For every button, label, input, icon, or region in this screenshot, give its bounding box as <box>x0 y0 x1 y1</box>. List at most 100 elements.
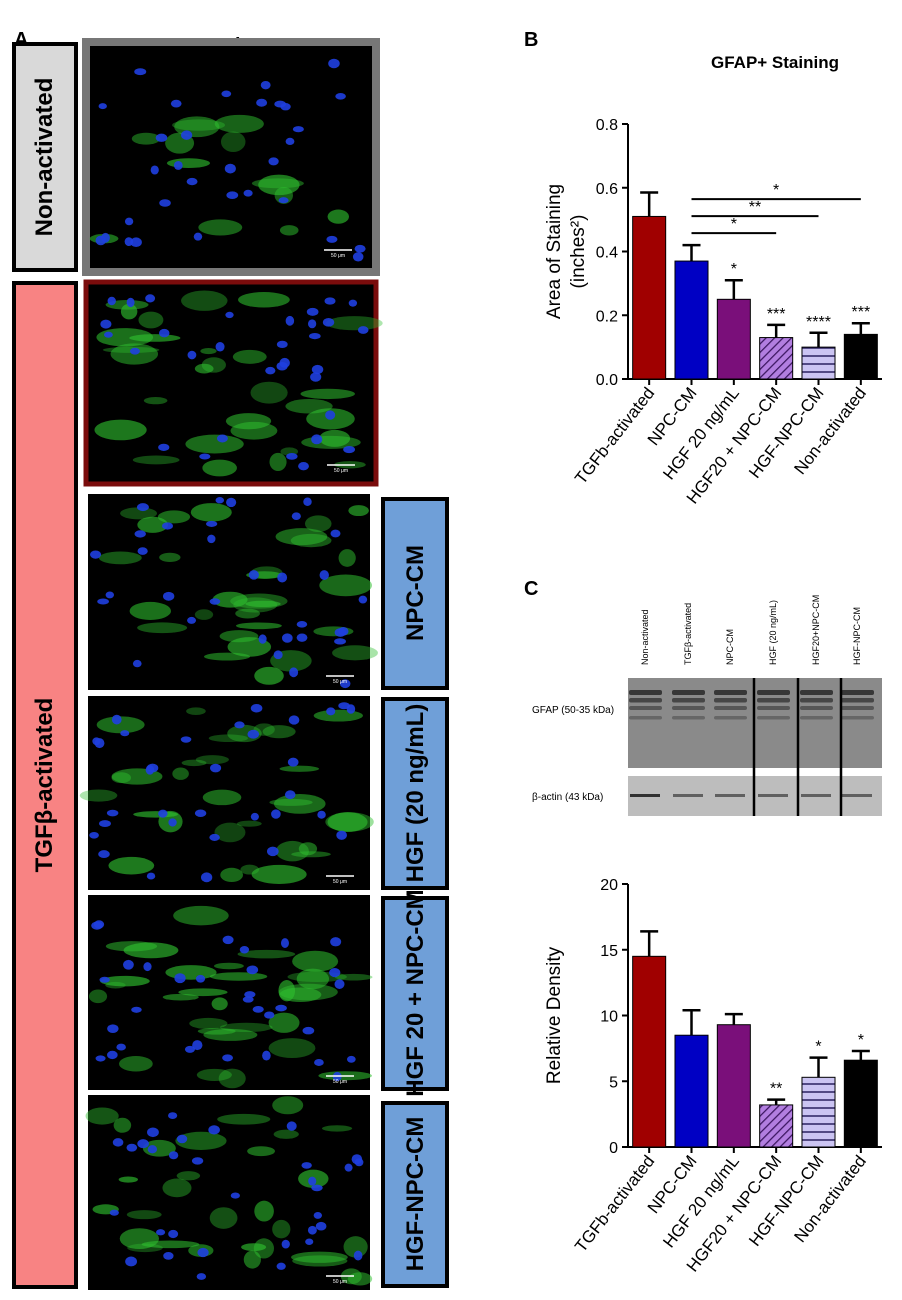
cell-body <box>176 1171 201 1181</box>
micrographs: 50 μm 50 μm 50 μm 50 μm 50 μm 50 μm <box>79 38 383 1290</box>
error-bar <box>809 1056 828 1078</box>
cell-body <box>132 455 180 465</box>
error-bar <box>682 243 701 262</box>
cell-body <box>334 973 373 981</box>
band <box>672 716 705 720</box>
band <box>714 706 747 710</box>
cell-body <box>245 600 281 608</box>
nucleus <box>262 1050 271 1061</box>
comparison-label: * <box>731 216 737 233</box>
error-bar <box>682 1008 701 1036</box>
cell-body <box>291 851 331 858</box>
nucleus <box>317 810 326 819</box>
cell-body <box>230 421 278 440</box>
nucleus <box>226 191 239 199</box>
cell-body <box>131 132 161 145</box>
nucleus <box>334 979 345 989</box>
nucleus <box>289 667 299 678</box>
cell-body <box>129 601 172 620</box>
cell-body <box>327 812 368 832</box>
nucleus <box>158 809 168 818</box>
cell-body <box>275 840 309 862</box>
nucleus <box>187 616 197 624</box>
lane-label: HGF (20 ng/mL) <box>768 600 778 665</box>
nucleus <box>147 1145 158 1154</box>
nucleus <box>292 126 304 133</box>
cell-body <box>278 983 338 1001</box>
nucleus <box>302 1026 315 1035</box>
lane-label: NPC-CM <box>725 629 735 665</box>
nucleus <box>315 1221 327 1231</box>
nucleus <box>284 790 296 800</box>
nucleus <box>314 1058 324 1066</box>
cell-body <box>325 316 383 331</box>
nucleus <box>94 738 105 749</box>
nucleus <box>129 347 140 355</box>
chart-title: GFAP+ Staining <box>711 53 839 72</box>
error-bar <box>724 278 743 300</box>
cell-body <box>88 989 108 1004</box>
cell-body <box>241 1243 267 1252</box>
nucleus <box>143 962 152 972</box>
nucleus <box>134 530 146 538</box>
cell-body <box>166 158 210 169</box>
nucleus <box>285 315 295 326</box>
nucleus <box>111 714 122 725</box>
y-tick-label: 0.8 <box>596 117 618 134</box>
band <box>757 716 790 720</box>
nucleus <box>155 133 168 142</box>
nucleus <box>264 1011 275 1019</box>
nucleus <box>310 372 322 382</box>
cell-body <box>108 856 155 875</box>
nucleus <box>226 497 237 508</box>
cell-body <box>274 793 326 814</box>
band <box>714 690 747 695</box>
cell-body <box>201 357 226 373</box>
cell-body <box>279 765 320 772</box>
nucleus <box>258 634 267 644</box>
cell-body <box>268 1038 316 1059</box>
band <box>715 794 745 797</box>
error-bar <box>767 323 786 338</box>
nucleus <box>132 659 142 668</box>
nucleus <box>89 831 99 839</box>
nucleus <box>286 1121 297 1131</box>
band <box>757 690 790 695</box>
band <box>800 690 833 695</box>
nucleus <box>107 1050 118 1060</box>
cell-body <box>325 812 374 832</box>
nucleus <box>309 333 321 340</box>
nucleus <box>176 1134 188 1144</box>
cell-body <box>279 987 322 1003</box>
nucleus <box>95 1055 106 1062</box>
cell-body <box>118 1176 139 1183</box>
cell-body <box>232 349 267 364</box>
nucleus <box>150 165 159 175</box>
cell-body <box>96 716 145 734</box>
nucleus <box>120 730 130 737</box>
nucleus <box>330 937 342 947</box>
nucleus <box>256 98 268 107</box>
cell-body <box>272 1219 291 1239</box>
significance: **** <box>806 314 831 331</box>
cell-body <box>181 759 207 767</box>
cell-body <box>211 997 228 1011</box>
nucleus <box>137 1139 149 1149</box>
band <box>841 706 874 710</box>
nucleus <box>196 1273 207 1280</box>
cell-body <box>162 1178 192 1198</box>
treatment-label: HGF-NPC-CM <box>402 1117 429 1272</box>
nucleus <box>286 453 298 460</box>
cell-body <box>133 811 179 818</box>
nucleus <box>221 90 232 98</box>
lane-label: HGF-NPC-CM <box>852 607 862 665</box>
nucleus <box>324 297 336 305</box>
cell-body <box>250 381 288 404</box>
band <box>714 716 747 720</box>
cell-body <box>94 419 147 441</box>
nucleus <box>116 1043 126 1051</box>
cell-body <box>119 1228 159 1250</box>
cell-body <box>214 114 264 133</box>
cell-body <box>181 290 228 311</box>
nucleus <box>280 938 289 948</box>
